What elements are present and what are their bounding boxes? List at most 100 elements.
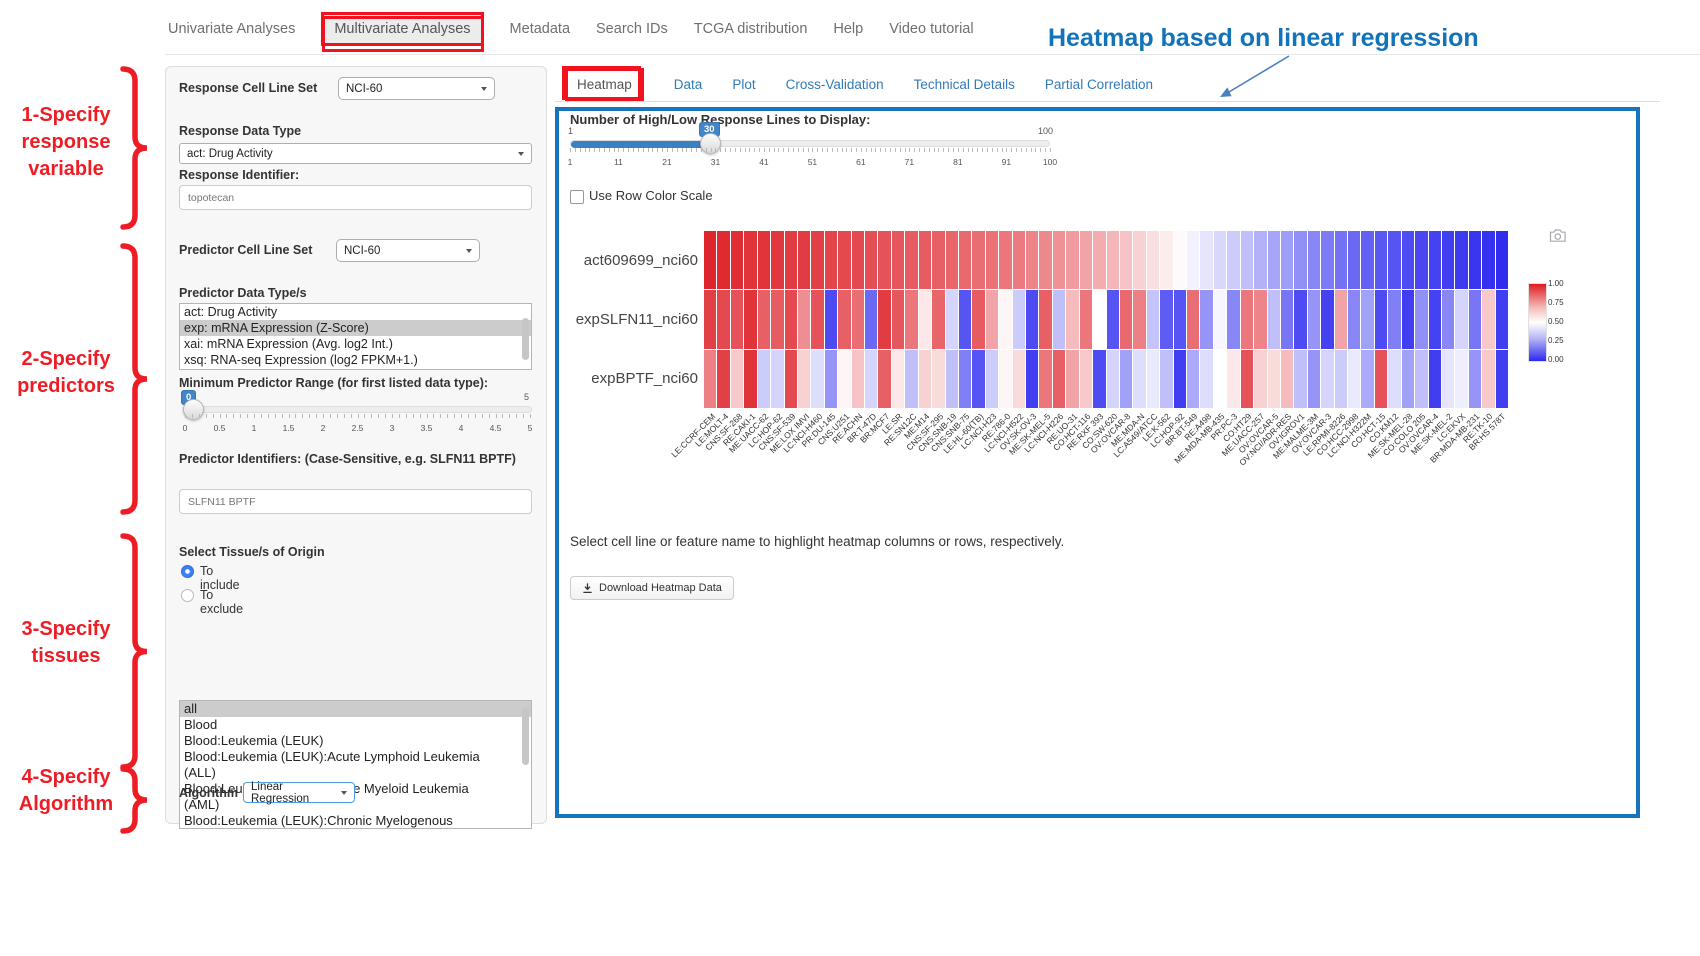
tab-data[interactable]: Data: [673, 77, 703, 92]
slider-tick-label: 2.5: [351, 423, 364, 433]
slider-tick: [371, 414, 373, 418]
heatmap-cell: [985, 290, 999, 349]
scrollbar-thumb[interactable]: [522, 707, 529, 765]
slider-tick: [696, 148, 698, 152]
heatmap-cell: [1173, 290, 1186, 349]
option-blood[interactable]: Blood: [184, 717, 218, 732]
tab-heatmap[interactable]: Heatmap: [565, 68, 644, 101]
heatmap-cell: [1280, 231, 1294, 290]
algorithm-select[interactable]: Linear Regression: [243, 781, 355, 805]
row-color-scale-checkbox[interactable]: [570, 190, 584, 204]
slider-tick: [919, 148, 921, 152]
option-act-drug-activity[interactable]: act: Drug Activity: [184, 305, 278, 319]
heatmap-cell: [1495, 231, 1508, 290]
slider-tick: [392, 414, 393, 418]
heatmap-cell: [784, 290, 797, 349]
tab-cross-validation[interactable]: Cross-Validation: [785, 77, 884, 92]
tab-partial-correlation[interactable]: Partial Correlation: [1044, 77, 1153, 92]
tissue-listbox[interactable]: all Blood Blood:Leukemia (LEUK) Blood:Leuke…: [179, 700, 532, 829]
heatmap-cell: [811, 349, 824, 408]
radio-to-include[interactable]: [181, 565, 194, 578]
algorithm-label: Algorithm: [179, 786, 239, 800]
option-blood-leukemia-leuk-chronic-myelogenous-leukemia[interactable]: Blood:Leukemia (LEUK):Chronic Myelogenou…: [184, 813, 453, 828]
slider-tick: [398, 414, 400, 418]
slider-tick-label: 4.5: [489, 423, 502, 433]
slider-tick-label: 31: [710, 157, 721, 167]
heatmap-cell: [811, 231, 824, 290]
slider-tick: [412, 414, 414, 418]
heatmap-cell: [1267, 231, 1280, 290]
scrollbar-thumb[interactable]: [522, 318, 529, 360]
predictor-data-types-listbox[interactable]: act: Drug Activity exp: mRNA Expression (…: [179, 303, 532, 370]
min-range-max-label: 5: [524, 392, 530, 402]
option-exp-mrna-expression-z-score[interactable]: exp: mRNA Expression (Z-Score): [180, 320, 531, 336]
nav-item-video-tutorial[interactable]: Video tutorial: [889, 21, 974, 37]
download-icon: [583, 583, 592, 594]
slider-tick: [967, 148, 969, 152]
heatmap-hint-text: Select cell line or feature name to high…: [570, 534, 1065, 549]
slider-tick: [730, 148, 731, 152]
option-blood-leukemia-leuk-acute-lymphoid-leukemia-all[interactable]: Blood:Leukemia (LEUK):Acute Lymphoid Leu…: [184, 749, 480, 780]
heatmap-cell: [1455, 349, 1468, 408]
nav-item-metadata[interactable]: Metadata: [509, 21, 571, 37]
heatmap-row-label[interactable]: expSLFN11_nci60: [575, 311, 698, 328]
slider-tick: [899, 148, 901, 152]
nav-item-multivariate-analyses[interactable]: Multivariate Analyses: [321, 12, 484, 46]
slider-tick: [574, 148, 576, 152]
heatmap-cell: [1187, 290, 1200, 349]
option-xsq-rna-seq-expression-log2-fpkm-1[interactable]: xsq: RNA-seq Expression (log2 FPKM+1.): [184, 353, 418, 367]
heatmap-cell: [1374, 290, 1388, 349]
response-data-type-select[interactable]: act: Drug Activity: [179, 143, 532, 164]
heatmap-cell: [932, 349, 945, 408]
predictor-cell-line-set-select[interactable]: NCI-60: [336, 239, 480, 262]
camera-icon[interactable]: [1549, 228, 1566, 243]
radio-to-exclude[interactable]: [181, 589, 194, 602]
slider-tick: [1030, 148, 1032, 152]
slider-tick: [584, 148, 586, 152]
option-all[interactable]: all: [180, 701, 531, 717]
slider-tick: [710, 148, 712, 152]
heatmap-cell: [1361, 231, 1374, 290]
slider-tick: [783, 148, 785, 152]
heatmap-cell: [811, 290, 824, 349]
slider-tick-label: 0: [182, 423, 188, 433]
nav-item-help[interactable]: Help: [833, 21, 864, 37]
heatmap-cell: [730, 231, 744, 290]
slider-tick: [768, 148, 770, 152]
nav-item-tcga-distribution[interactable]: TCGA distribution: [693, 21, 808, 37]
slider-tick: [219, 414, 221, 418]
slider-tick: [1025, 148, 1027, 152]
slider-tick-label: 100: [1042, 157, 1058, 167]
heatmap-cell: [1119, 231, 1133, 290]
nav-item-univariate-analyses[interactable]: Univariate Analyses: [168, 21, 296, 37]
heatmap-cell: [1160, 290, 1173, 349]
heatmap[interactable]: [704, 231, 1508, 408]
heatmap-cell: [1213, 231, 1227, 290]
slider-tick: [797, 148, 799, 152]
heatmap-row-label[interactable]: act609699_nci60: [583, 252, 698, 269]
lines-slider-max-label: 100: [1038, 126, 1054, 136]
tab-plot[interactable]: Plot: [732, 77, 756, 92]
response-cell-line-set-select[interactable]: NCI-60: [338, 77, 495, 100]
heatmap-cell: [784, 231, 797, 290]
tab-technical-details[interactable]: Technical Details: [913, 77, 1015, 92]
slider-tick: [1020, 148, 1022, 152]
min-range-slider-track[interactable]: [183, 406, 532, 413]
heatmap-cell: [1119, 290, 1133, 349]
lines-slider-track[interactable]: [570, 140, 1050, 148]
nav-item-search-ids[interactable]: Search IDs: [596, 21, 668, 37]
min-range-slider-handle[interactable]: [183, 399, 204, 420]
option-blood-leukemia-leuk[interactable]: Blood:Leukemia (LEUK): [184, 733, 324, 748]
option-xai-mrna-expression-avg-log2-int[interactable]: xai: mRNA Expression (Avg. log2 Int.): [184, 337, 393, 351]
predictor-identifiers-input[interactable]: SLFN11 BPTF: [179, 489, 532, 514]
chevron-down-icon: [481, 86, 487, 91]
slider-tick: [440, 414, 442, 418]
tabs-divider: [555, 101, 1660, 102]
response-identifier-input[interactable]: topotecan: [179, 185, 532, 210]
colorbar-tick-label: 1.00: [1548, 279, 1564, 288]
slider-tick-label: 71: [904, 157, 915, 167]
heatmap-row-label[interactable]: expBPTF_nci60: [591, 370, 698, 387]
slider-tick: [570, 148, 571, 152]
predictor-identifiers-label: Predictor Identifiers: (Case-Sensitive, …: [179, 452, 516, 466]
download-heatmap-data-button[interactable]: Download Heatmap Data: [570, 576, 734, 600]
